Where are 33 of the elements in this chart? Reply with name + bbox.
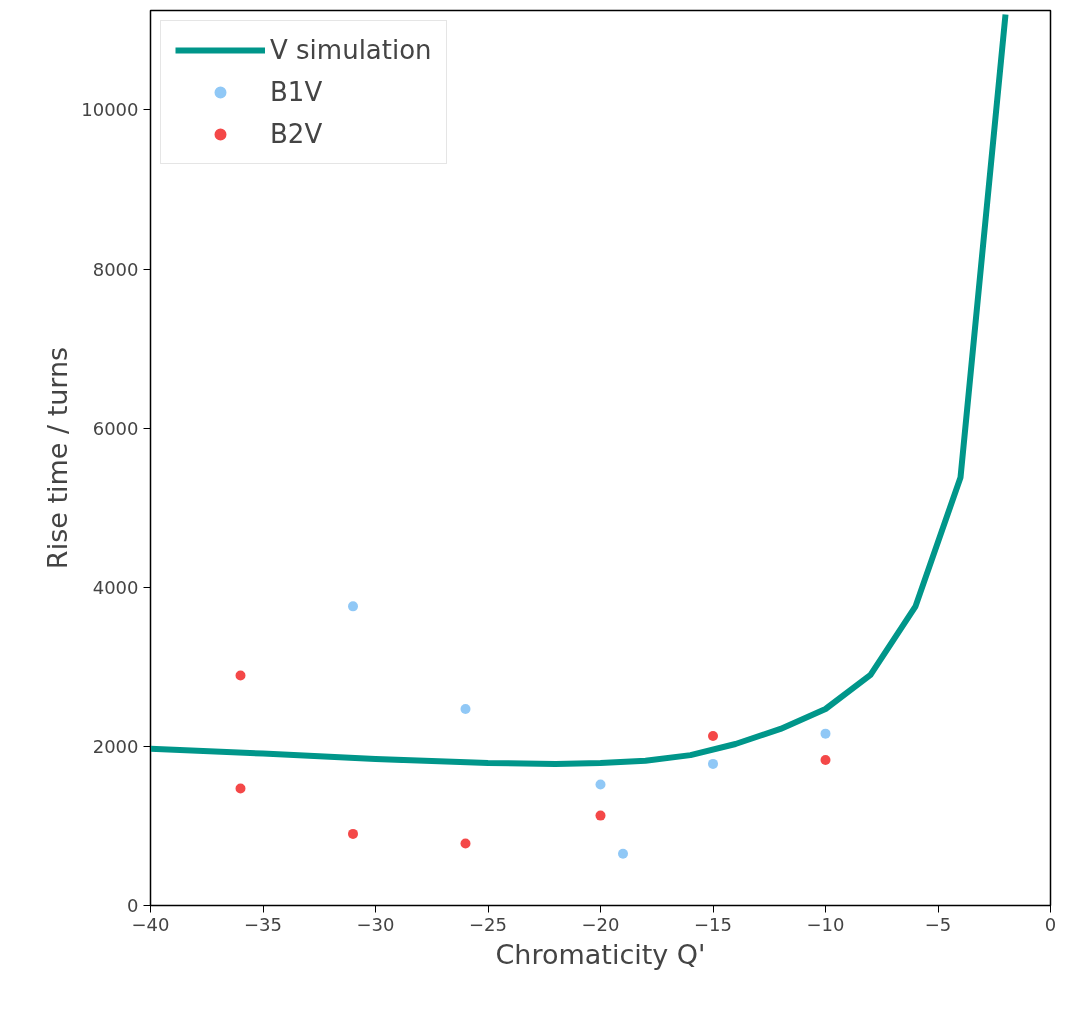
x-tick-label: −30 <box>356 913 395 935</box>
point <box>708 758 718 769</box>
x-tick-label: −20 <box>581 913 620 935</box>
x-axis-title: Chromaticity Q' <box>495 938 706 970</box>
point <box>820 754 831 765</box>
point <box>235 783 246 794</box>
y-tick-label: 2000 <box>92 735 139 757</box>
y-tick-label: 10000 <box>81 99 139 121</box>
x-tick-label: 0 <box>1044 913 1057 935</box>
point <box>348 828 358 839</box>
point <box>460 838 471 849</box>
point <box>618 848 628 859</box>
point <box>348 601 358 612</box>
x-tick-label: −10 <box>806 913 845 935</box>
point <box>595 810 606 821</box>
x-tick-label: −35 <box>244 913 283 935</box>
x-tick-label: −5 <box>924 913 952 935</box>
y-tick-label: 6000 <box>92 417 139 439</box>
point <box>595 779 606 790</box>
legend-label: V simulation <box>270 35 432 65</box>
point <box>820 728 831 739</box>
x-tick-label: −15 <box>694 913 733 935</box>
x-tick-label: −40 <box>131 913 170 935</box>
legend-label: B2V <box>270 119 323 149</box>
point <box>708 731 718 742</box>
point <box>235 670 246 681</box>
y-tick-label: 4000 <box>92 576 139 598</box>
y-tick-label: 8000 <box>92 258 139 280</box>
point <box>460 704 471 714</box>
legend-label: B1V <box>270 77 323 107</box>
y-axis-title: Rise time / turns <box>42 346 74 570</box>
y-tick-label: 0 <box>127 895 139 916</box>
x-tick-label: −25 <box>469 913 508 935</box>
